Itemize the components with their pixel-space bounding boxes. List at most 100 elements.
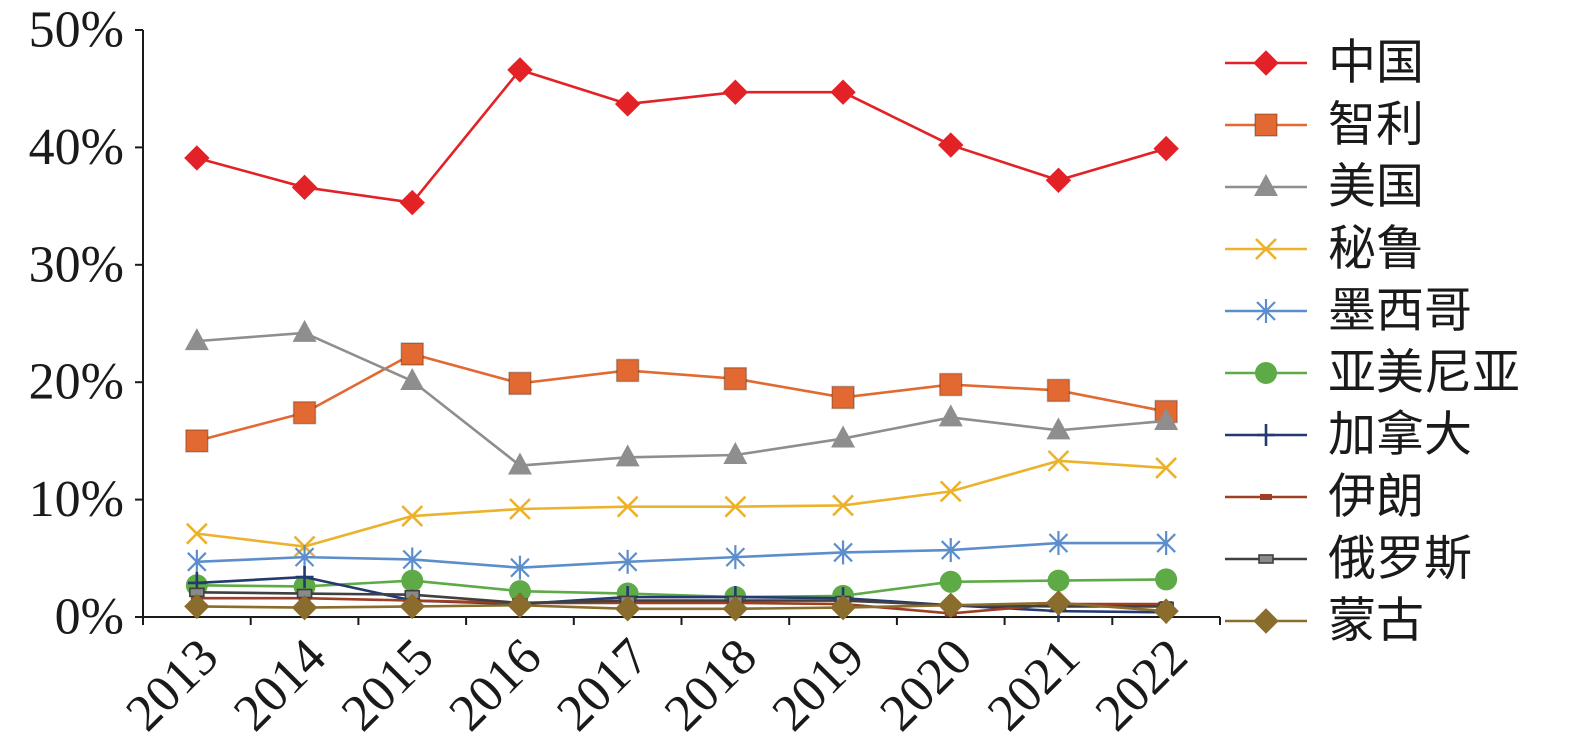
legend-label-china: 中国: [1328, 37, 1424, 90]
y-tick-label: 10%: [29, 471, 124, 528]
legend-label-russia: 俄罗斯: [1328, 533, 1472, 586]
legend-label-usa: 美国: [1328, 161, 1424, 214]
mexico-data-point: [1156, 531, 1176, 556]
armenia-data-point: [939, 570, 962, 593]
china-line: [196, 68, 1167, 204]
mexico-line: [196, 541, 1167, 569]
iran-line: [196, 596, 1167, 615]
legend-item-mongolia: 蒙古: [1225, 595, 1424, 648]
diamond-marker: [507, 57, 533, 83]
chile-data-point: [831, 385, 855, 410]
legend-marker-russia: [1258, 554, 1274, 564]
china-data-point: [184, 145, 210, 171]
x-marker-stroke: [724, 495, 747, 518]
armenia-data-point: [1047, 569, 1070, 592]
armenia-data-point: [508, 580, 531, 603]
peru-data-point: [509, 498, 531, 520]
y-tick-label: 50%: [29, 2, 124, 59]
armenia-data-point: [401, 569, 424, 592]
legend-label-chile: 智利: [1328, 99, 1424, 152]
diamond-marker: [614, 596, 641, 622]
triangle-marker: [1254, 174, 1278, 196]
diamond-marker: [830, 79, 856, 105]
x-marker-stroke: [832, 494, 854, 517]
armenia-line: [196, 578, 1167, 599]
chile-data-point: [508, 371, 532, 396]
peru-line: [196, 459, 1167, 548]
china-data-point: [938, 132, 964, 158]
square-marker: [1046, 378, 1071, 403]
legend-item-armenia: 亚美尼亚: [1225, 347, 1520, 400]
x-tick-label: 2020: [869, 628, 983, 742]
china-data-point: [291, 174, 318, 201]
x-tick-label: 2021: [977, 628, 1091, 742]
diamond-marker: [722, 79, 749, 105]
legend-item-iran: 伊朗: [1225, 471, 1424, 524]
usa-data-point: [400, 368, 425, 391]
china-data-point: [722, 79, 749, 105]
x-tick-label: 2017: [546, 628, 660, 742]
mongolia-data-point: [291, 594, 318, 621]
mongolia-data-point: [830, 594, 856, 621]
legend-marker-peru: [1255, 238, 1277, 260]
peru-data-point: [939, 480, 962, 503]
diamond-marker: [1045, 167, 1072, 193]
x-tick-label: 2022: [1085, 628, 1199, 742]
usa-data-point: [723, 441, 748, 464]
diamond-marker: [399, 189, 425, 216]
circle-marker: [1255, 362, 1277, 384]
x-marker-stroke: [616, 495, 639, 518]
usa-data-point: [184, 328, 209, 351]
x-tick-label: 2018: [654, 628, 768, 742]
peru-series: [185, 449, 1178, 558]
diamond-marker: [1253, 608, 1279, 634]
peru-data-point: [616, 495, 639, 518]
china-data-point: [830, 79, 856, 105]
legend-item-usa: 美国: [1225, 161, 1424, 214]
mexico-data-point: [1048, 531, 1069, 556]
legend-item-mexico: 墨西哥: [1225, 285, 1472, 338]
x-marker-stroke: [185, 522, 208, 545]
x-marker-stroke: [1047, 449, 1070, 472]
mongolia-data-point: [1153, 598, 1179, 624]
legend-marker-mongolia: [1253, 608, 1279, 634]
china-data-point: [507, 57, 533, 83]
series-layer: [184, 57, 1179, 624]
x-marker-stroke: [1255, 238, 1277, 260]
chile-data-point: [615, 358, 640, 383]
china-data-point: [399, 189, 425, 216]
chile-data-point: [723, 366, 748, 391]
legend-item-china: 中国: [1225, 37, 1424, 90]
x-tick-label: 2014: [223, 628, 337, 742]
mongolia-line: [196, 601, 1167, 613]
diamond-marker: [184, 593, 210, 620]
legend-label-peru: 秘鲁: [1328, 223, 1424, 276]
square-marker: [292, 400, 317, 425]
circle-marker: [939, 570, 962, 593]
legend-label-mongolia: 蒙古: [1328, 595, 1424, 648]
peru-data-point: [1155, 456, 1178, 479]
x-tick-label: 2013: [115, 628, 229, 742]
armenia-data-point: [1155, 568, 1178, 591]
legend-marker-armenia: [1255, 362, 1277, 384]
chile-data-point: [939, 372, 963, 397]
peru-data-point: [185, 522, 208, 545]
usa-data-point: [292, 319, 317, 342]
usa-data-point: [938, 404, 963, 427]
small-square-marker: [1258, 554, 1274, 564]
mexico-data-point: [402, 547, 423, 572]
legend-marker-mexico: [1256, 299, 1276, 323]
russia-line: [196, 591, 1167, 608]
triangle-marker: [1046, 417, 1071, 440]
usa-data-point: [831, 425, 856, 448]
diamond-marker: [938, 592, 964, 618]
diamond-marker: [1045, 590, 1072, 616]
y-tick-label: 0%: [55, 589, 124, 646]
y-tick-label: 40%: [29, 119, 124, 176]
triangle-marker: [723, 441, 748, 464]
diamond-marker: [507, 592, 533, 618]
legend-label-canada: 加拿大: [1328, 409, 1472, 462]
mongolia-data-point: [399, 593, 425, 620]
